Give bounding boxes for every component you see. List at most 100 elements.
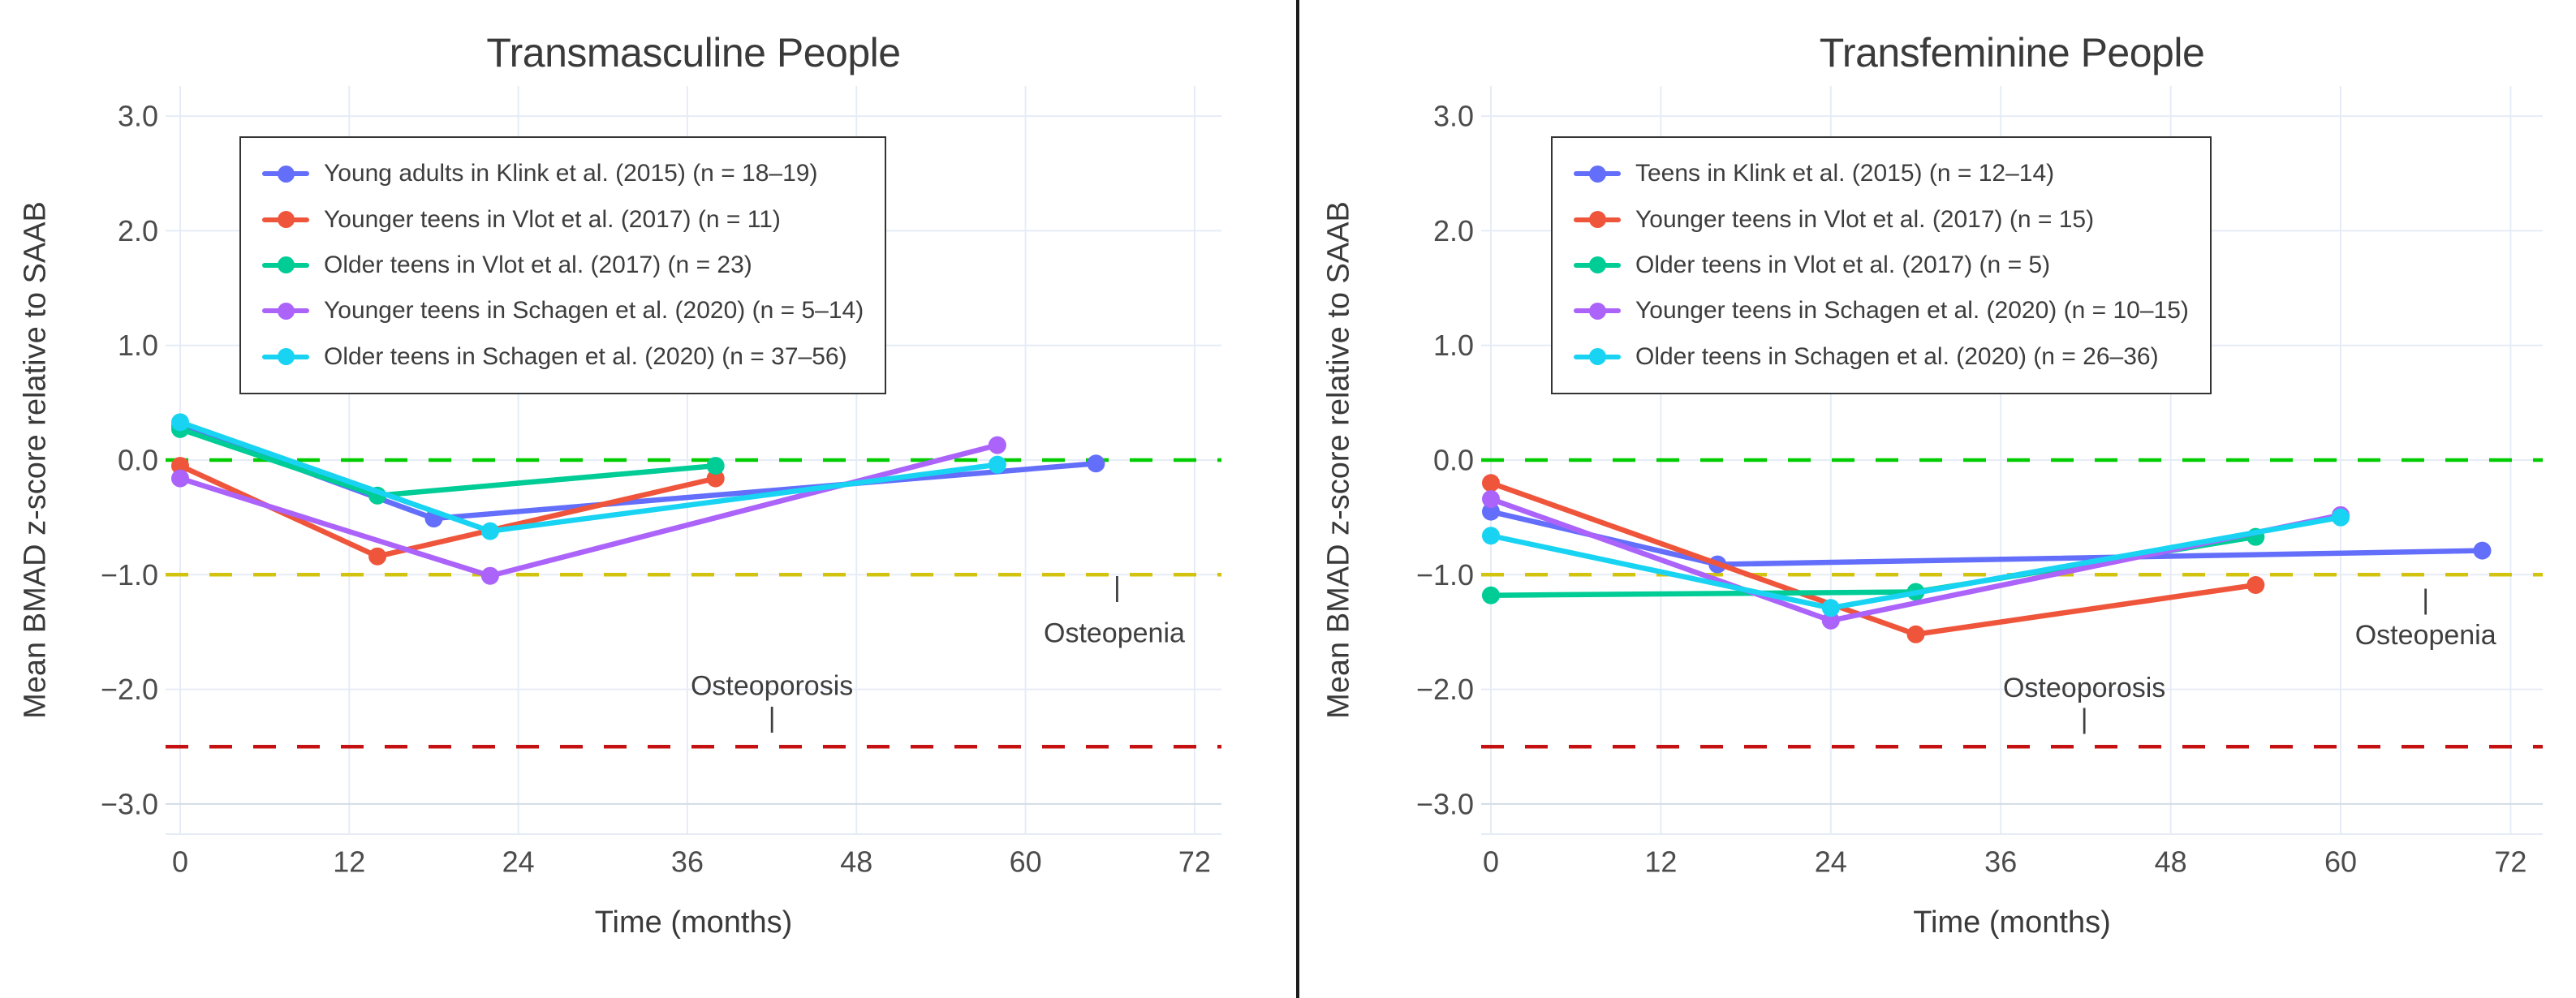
legend-swatch-icon	[1574, 256, 1621, 275]
legend-marker-icon	[1588, 348, 1606, 366]
x-tick-label: 0	[1483, 845, 1499, 879]
legend: Young adults in Klink et al. (2015) (n =…	[239, 136, 887, 394]
legend-marker-icon	[277, 302, 295, 320]
legend: Teens in Klink et al. (2015) (n = 12–14)…	[1551, 136, 2212, 394]
x-tick-label: 0	[172, 845, 188, 879]
y-tick-label: −1.0	[101, 558, 158, 591]
y-tick-label: −3.0	[1416, 787, 1474, 820]
y-axis-title: Mean BMAD z-score relative to SAAB	[1321, 201, 1356, 719]
annotation-osteoporosis: Osteoporosis	[2003, 673, 2165, 703]
annotation-osteopenia: Osteopenia	[1044, 617, 1185, 648]
annotation-threshold-tick: |	[769, 703, 776, 733]
data-point	[480, 566, 499, 585]
legend-item-3[interactable]: Younger teens in Schagen et al. (2020) (…	[1574, 297, 2189, 325]
chart-title: Transmasculine People	[486, 30, 901, 75]
x-tick-label: 12	[1644, 845, 1677, 879]
data-point	[1482, 586, 1500, 604]
annotation-osteopenia: Osteopenia	[2355, 620, 2496, 651]
panel-transfeminine: 0 12 24 36 48 60 72 3.0 2.0 1.0 0.0 −1.0 −2.0 −3.0 Ost…	[1288, 0, 2576, 998]
x-tick-label: 24	[1815, 845, 1847, 879]
x-tick-label: 48	[840, 845, 872, 879]
y-tick-label: 3.0	[118, 100, 158, 133]
data-point	[1482, 474, 1500, 493]
legend-marker-icon	[1588, 302, 1606, 320]
legend-label: Younger teens in Vlot et al. (2017) (n =…	[324, 205, 781, 233]
y-axis-title: Mean BMAD z-score relative to SAAB	[18, 201, 53, 719]
data-point	[706, 469, 725, 488]
legend-swatch-icon	[262, 347, 309, 367]
legend-item-2[interactable]: Older teens in Vlot et al. (2017) (n = 5…	[1574, 252, 2189, 279]
legend-swatch-icon	[262, 256, 309, 275]
legend-item-1[interactable]: Younger teens in Vlot et al. (2017) (n =…	[1574, 206, 2189, 234]
legend-label: Older teens in Schagen et al. (2020) (n …	[324, 342, 847, 370]
x-tick-label: 72	[1178, 845, 1211, 879]
chart-title: Transfeminine People	[1819, 30, 2205, 75]
series-line-2	[1488, 534, 2259, 598]
x-tick-label: 60	[1010, 845, 1042, 879]
data-point	[706, 457, 725, 475]
legend-item-3[interactable]: Younger teens in Schagen et al. (2020) (…	[262, 297, 864, 325]
legend-item-0[interactable]: Teens in Klink et al. (2015) (n = 12–14)	[1574, 160, 2189, 187]
plot-canvas-transfeminine: 0 12 24 36 48 60 72 3.0 2.0 1.0 0.0 −1.0 −2.0 −3.0 Ost…	[1416, 86, 2543, 879]
legend-swatch-icon	[1574, 210, 1621, 230]
data-point	[480, 522, 499, 540]
plot-canvas-transmasculine: 0 12 24 36 48 60 72 3.0 2.0 1.0 0.0 −1.0 −2.0 −3.0 Ost…	[101, 86, 1221, 879]
legend-swatch-icon	[1574, 347, 1621, 367]
data-point	[171, 457, 189, 475]
legend-swatch-icon	[1574, 164, 1621, 183]
legend-marker-icon	[277, 211, 295, 229]
y-tick-label: −2.0	[1416, 673, 1474, 706]
legend-marker-icon	[1588, 256, 1606, 274]
y-tick-label: 1.0	[118, 329, 158, 362]
data-point	[988, 455, 1006, 474]
data-point	[368, 547, 387, 566]
legend-item-2[interactable]: Older teens in Vlot et al. (2017) (n = 2…	[262, 252, 864, 279]
panel-transmasculine: 0 12 24 36 48 60 72 3.0 2.0 1.0 0.0 −1.0 −2.0 −3.0 Ost…	[18, 30, 1221, 940]
legend-label: Young adults in Klink et al. (2015) (n =…	[324, 160, 818, 187]
legend-item-1[interactable]: Younger teens in Vlot et al. (2017) (n =…	[262, 206, 864, 234]
x-axis-title: Time (months)	[594, 906, 793, 940]
legend-marker-icon	[277, 165, 295, 183]
annotation-threshold-tick: |	[2081, 703, 2088, 734]
legend-label: Younger teens in Schagen et al. (2020) (…	[324, 297, 864, 325]
legend-swatch-icon	[262, 210, 309, 230]
data-point	[1821, 599, 1840, 617]
annotation-threshold-tick: |	[2422, 584, 2429, 615]
legend-marker-icon	[1588, 211, 1606, 229]
x-tick-label: 36	[1984, 845, 2017, 879]
legend-label: Older teens in Vlot et al. (2017) (n = 5…	[1635, 251, 2051, 278]
y-tick-label: 2.0	[1433, 214, 1474, 247]
data-point	[1482, 502, 1500, 521]
data-point	[2473, 541, 2492, 560]
legend-item-4[interactable]: Older teens in Schagen et al. (2020) (n …	[1574, 343, 2189, 371]
legend-label: Older teens in Vlot et al. (2017) (n = 2…	[324, 251, 752, 278]
y-tick-label: −2.0	[101, 673, 158, 706]
y-tick-label: −3.0	[101, 787, 158, 820]
x-tick-label: 24	[502, 845, 535, 879]
legend-label: Younger teens in Schagen et al. (2020) (…	[1635, 297, 2189, 325]
legend-swatch-icon	[262, 301, 309, 320]
legend-label: Younger teens in Vlot et al. (2017) (n =…	[1635, 205, 2095, 233]
legend-marker-icon	[277, 348, 295, 366]
y-tick-label: −1.0	[1416, 558, 1474, 591]
legend-label: Teens in Klink et al. (2015) (n = 12–14)	[1635, 160, 2055, 187]
data-point	[1906, 625, 1925, 643]
data-point	[1087, 454, 1105, 473]
y-tick-label: 0.0	[118, 444, 158, 477]
legend-swatch-icon	[262, 164, 309, 183]
x-axis-title: Time (months)	[1913, 906, 2111, 940]
data-point	[2332, 508, 2350, 527]
legend-item-0[interactable]: Young adults in Klink et al. (2015) (n =…	[262, 160, 864, 187]
x-tick-label: 60	[2324, 845, 2357, 879]
annotation-threshold-tick: |	[1114, 572, 1121, 603]
series-line-2	[177, 426, 718, 499]
data-point	[1482, 527, 1500, 545]
y-tick-label: 1.0	[1433, 329, 1474, 362]
x-tick-label: 12	[333, 845, 365, 879]
data-point	[988, 436, 1006, 454]
annotation-osteoporosis: Osteoporosis	[691, 670, 853, 701]
legend-label: Older teens in Schagen et al. (2020) (n …	[1635, 342, 2159, 370]
legend-item-4[interactable]: Older teens in Schagen et al. (2020) (n …	[262, 343, 864, 371]
data-point	[1821, 611, 1840, 630]
